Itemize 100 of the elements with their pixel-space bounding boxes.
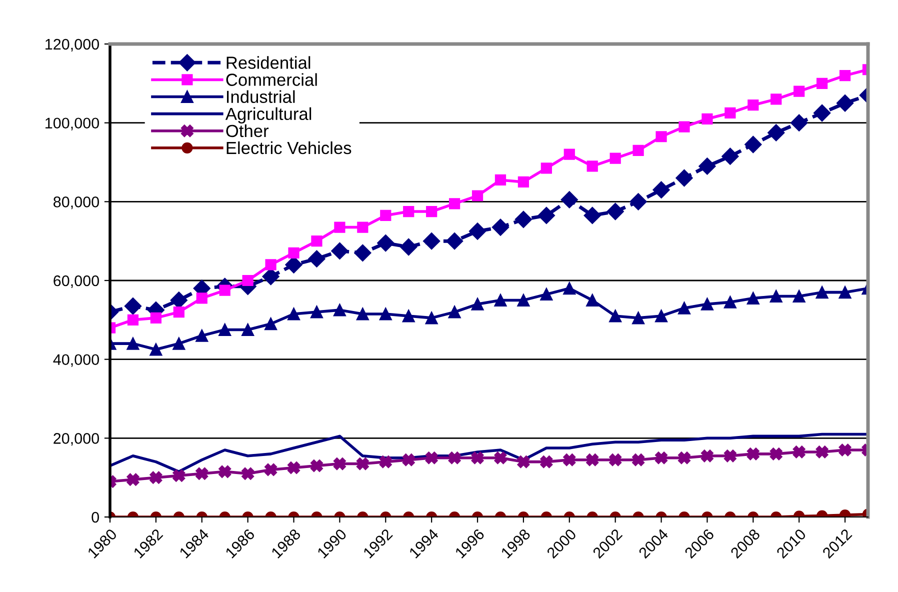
- point: [124, 298, 142, 315]
- point: [288, 308, 300, 320]
- point: [792, 446, 806, 458]
- point: [448, 306, 461, 318]
- point: [563, 282, 576, 295]
- y-tick-label: 60,000: [54, 275, 99, 288]
- y-tick-label: 80,000: [54, 196, 99, 210]
- point: [816, 78, 828, 89]
- point: [632, 144, 644, 156]
- point: [357, 222, 368, 233]
- point: [242, 274, 254, 286]
- point: [838, 444, 852, 456]
- legend-label: Agricultural: [225, 107, 312, 124]
- point: [632, 312, 645, 324]
- point: [655, 310, 668, 322]
- point: [678, 121, 690, 132]
- point: [425, 452, 438, 464]
- point: [700, 450, 714, 462]
- point: [560, 191, 578, 208]
- point: [518, 176, 530, 188]
- point: [702, 113, 713, 124]
- point: [632, 454, 645, 466]
- point: [379, 308, 392, 320]
- point: [446, 232, 464, 250]
- point: [494, 294, 507, 306]
- point: [494, 452, 507, 464]
- point: [402, 310, 415, 322]
- point: [262, 268, 280, 286]
- point: [768, 124, 785, 142]
- point: [265, 259, 276, 270]
- point: [563, 454, 576, 466]
- point: [816, 286, 828, 299]
- point: [471, 298, 484, 310]
- point: [540, 162, 552, 174]
- point: [816, 446, 828, 458]
- point: [538, 206, 555, 224]
- point: [814, 104, 831, 122]
- point: [746, 448, 760, 460]
- point: [468, 222, 486, 240]
- point: [196, 329, 208, 342]
- point: [770, 290, 782, 303]
- point: [610, 152, 621, 164]
- y-tick-label: 40,000: [53, 354, 99, 367]
- point: [173, 306, 184, 318]
- point: [379, 456, 392, 468]
- point: [698, 158, 716, 175]
- point: [333, 304, 346, 316]
- point: [586, 294, 599, 306]
- point: [748, 100, 759, 111]
- legend-label: Electric Vehicles: [226, 141, 352, 154]
- point: [242, 324, 254, 336]
- point: [492, 218, 510, 236]
- point: [471, 452, 484, 464]
- point: [426, 206, 438, 218]
- point: [836, 94, 854, 112]
- point: [722, 148, 739, 165]
- point: [494, 174, 506, 186]
- y-tick-label: 20,000: [54, 433, 99, 446]
- point: [724, 107, 736, 119]
- point: [356, 308, 369, 320]
- point: [310, 460, 323, 472]
- point: [656, 131, 667, 142]
- point: [380, 210, 392, 222]
- point: [288, 461, 300, 474]
- point: [196, 292, 208, 304]
- point: [333, 458, 346, 470]
- y-tick-label: 120,000: [46, 38, 99, 52]
- point: [196, 467, 208, 480]
- point: [472, 190, 484, 202]
- point: [700, 298, 714, 310]
- point: [126, 473, 140, 486]
- point: [770, 94, 782, 105]
- point: [790, 114, 808, 132]
- point: [172, 337, 186, 350]
- point: [678, 302, 690, 314]
- point: [609, 310, 622, 322]
- point: [448, 198, 460, 210]
- point: [609, 454, 622, 466]
- point: [172, 469, 186, 482]
- point: [218, 324, 232, 336]
- point: [127, 314, 139, 326]
- point: [377, 234, 394, 252]
- point: [606, 202, 624, 220]
- point: [652, 181, 670, 198]
- point: [517, 294, 530, 306]
- point: [308, 250, 326, 268]
- point: [150, 312, 162, 324]
- point: [264, 463, 278, 476]
- point: [334, 222, 346, 233]
- point: [514, 210, 532, 228]
- point: [219, 284, 230, 296]
- point: [423, 232, 440, 250]
- point: [678, 452, 690, 464]
- point: [356, 458, 369, 470]
- point: [838, 286, 852, 299]
- point: [770, 448, 782, 460]
- point: [311, 236, 322, 247]
- legend-label: Commercial: [226, 73, 317, 86]
- point: [517, 456, 530, 468]
- point: [655, 452, 668, 464]
